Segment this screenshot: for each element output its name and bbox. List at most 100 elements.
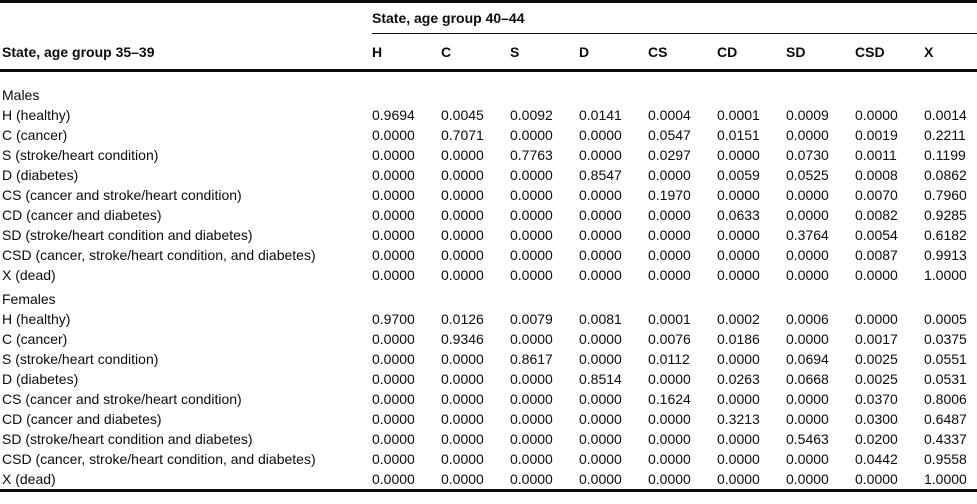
table-row: D (diabetes) 0.0000 0.0000 0.0000 0.8514 0.00… xyxy=(0,369,977,389)
cell-value: 0.0059 xyxy=(717,167,760,183)
cell-value: 0.0000 xyxy=(648,247,691,263)
cell-value: 0.0000 xyxy=(510,127,553,143)
cell-value: 0.4337 xyxy=(924,431,967,447)
cell-value: 0.7071 xyxy=(441,127,484,143)
column-header-sd: SD xyxy=(786,33,855,72)
transition-matrix-table: State, age group 40–44 State, age group … xyxy=(0,0,977,492)
column-header-cs: CS xyxy=(648,33,717,72)
cell-value: 0.0000 xyxy=(372,411,415,427)
cell-value: 0.8617 xyxy=(510,351,553,367)
cell-value: 0.0076 xyxy=(648,331,691,347)
cell-value: 0.0000 xyxy=(786,331,829,347)
cell-value: 0.0017 xyxy=(855,331,898,347)
cell-value: 0.0000 xyxy=(786,411,829,427)
row-group-title: State, age group 35–39 xyxy=(0,33,372,72)
cell-value: 0.5463 xyxy=(786,431,829,447)
cell-value: 0.0531 xyxy=(924,371,967,387)
cell-value: 0.0011 xyxy=(855,147,897,163)
spanner-empty-cell xyxy=(0,2,372,34)
cell-value: 0.0000 xyxy=(510,411,553,427)
section-label-females: Females xyxy=(2,291,56,307)
table-row: H (healthy) 0.9694 0.0045 0.0092 0.0141 0.000… xyxy=(0,105,977,125)
table-row: C (cancer) 0.0000 0.7071 0.0000 0.0000 0.0547… xyxy=(0,125,977,145)
cell-value: 0.0000 xyxy=(786,207,829,223)
cell-value: 0.0000 xyxy=(648,167,691,183)
section-row-females: Females xyxy=(0,285,977,309)
cell-value: 0.0005 xyxy=(924,311,967,327)
row-label: C (cancer) xyxy=(2,331,68,347)
cell-value: 0.0001 xyxy=(717,107,760,123)
cell-value: 0.8547 xyxy=(579,167,622,183)
cell-value: 0.9694 xyxy=(372,107,415,123)
table-row: SD (stroke/heart condition and diabetes)… xyxy=(0,429,977,449)
cell-value: 0.0004 xyxy=(648,107,691,123)
cell-value: 1.0000 xyxy=(924,471,967,487)
cell-value: 0.0000 xyxy=(648,451,691,467)
cell-value: 0.0000 xyxy=(717,187,760,203)
cell-value: 0.0000 xyxy=(441,207,484,223)
cell-value: 0.0000 xyxy=(648,227,691,243)
cell-value: 0.0014 xyxy=(924,107,967,123)
row-label: X (dead) xyxy=(2,267,56,283)
table-row: C (cancer) 0.0000 0.9346 0.0000 0.0000 0.0076… xyxy=(0,329,977,349)
cell-value: 0.0000 xyxy=(441,371,484,387)
cell-value: 0.0000 xyxy=(372,431,415,447)
cell-value: 0.0000 xyxy=(855,311,898,327)
cell-value: 0.0000 xyxy=(717,451,760,467)
cell-value: 0.0000 xyxy=(510,247,553,263)
cell-value: 0.0000 xyxy=(372,451,415,467)
spanner-header-row: State, age group 40–44 xyxy=(0,1,977,34)
row-label: SD (stroke/heart condition and diabetes) xyxy=(2,227,253,243)
cell-value: 0.0000 xyxy=(717,267,760,283)
row-label: S (stroke/heart condition) xyxy=(2,147,159,163)
cell-value: 0.0000 xyxy=(579,451,622,467)
column-header-csd: CSD xyxy=(855,33,924,72)
cell-value: 0.0000 xyxy=(855,267,898,283)
cell-value: 0.0141 xyxy=(579,107,622,123)
row-label: CSD (cancer, stroke/heart condition, and… xyxy=(2,451,316,467)
cell-value: 0.0000 xyxy=(372,227,415,243)
column-header-row: State, age group 35–39 H C S D CS CD SD CSD X xyxy=(0,33,977,72)
cell-value: 0.0186 xyxy=(717,331,760,347)
cell-value: 0.0000 xyxy=(510,187,553,203)
cell-value: 0.0000 xyxy=(510,371,553,387)
table-row: X (dead) 0.0000 0.0000 0.0000 0.0000 0.0000 0.… xyxy=(0,265,977,285)
cell-value: 0.7960 xyxy=(924,187,967,203)
cell-value: 0.0009 xyxy=(786,107,829,123)
table-row: H (healthy) 0.9700 0.0126 0.0079 0.0081 0.000… xyxy=(0,309,977,329)
cell-value: 0.0000 xyxy=(579,431,622,447)
row-label: CSD (cancer, stroke/heart condition, and… xyxy=(2,247,316,263)
row-label: CS (cancer and stroke/heart condition) xyxy=(2,187,242,203)
cell-value: 0.0442 xyxy=(855,451,898,467)
cell-value: 0.0000 xyxy=(579,267,622,283)
cell-value: 0.0000 xyxy=(372,371,415,387)
row-label: SD (stroke/heart condition and diabetes) xyxy=(2,431,253,447)
cell-value: 0.0126 xyxy=(441,311,484,327)
cell-value: 0.0200 xyxy=(855,431,898,447)
cell-value: 0.0092 xyxy=(510,107,553,123)
cell-value: 0.0000 xyxy=(441,471,484,487)
cell-value: 0.0079 xyxy=(510,311,553,327)
cell-value: 0.0019 xyxy=(855,127,898,143)
cell-value: 0.0002 xyxy=(717,311,760,327)
cell-value: 0.1199 xyxy=(924,147,966,163)
cell-value: 0.0551 xyxy=(924,351,967,367)
row-label: CD (cancer and diabetes) xyxy=(2,207,162,223)
cell-value: 0.0000 xyxy=(786,471,829,487)
cell-value: 0.0000 xyxy=(510,431,553,447)
cell-value: 0.9558 xyxy=(924,451,967,467)
cell-value: 0.0000 xyxy=(372,391,415,407)
cell-value: 0.0730 xyxy=(786,147,829,163)
row-label: CD (cancer and diabetes) xyxy=(2,411,162,427)
cell-value: 0.0000 xyxy=(579,227,622,243)
cell-value: 0.0000 xyxy=(510,391,553,407)
cell-value: 0.0000 xyxy=(579,411,622,427)
cell-value: 0.0000 xyxy=(717,247,760,263)
column-group-title: State, age group 40–44 xyxy=(372,1,977,34)
column-header-x: X xyxy=(924,33,977,72)
cell-value: 0.0000 xyxy=(372,187,415,203)
column-header-c: C xyxy=(441,33,510,72)
cell-value: 0.0375 xyxy=(924,331,967,347)
cell-value: 0.0000 xyxy=(717,431,760,447)
cell-value: 0.0151 xyxy=(717,127,760,143)
